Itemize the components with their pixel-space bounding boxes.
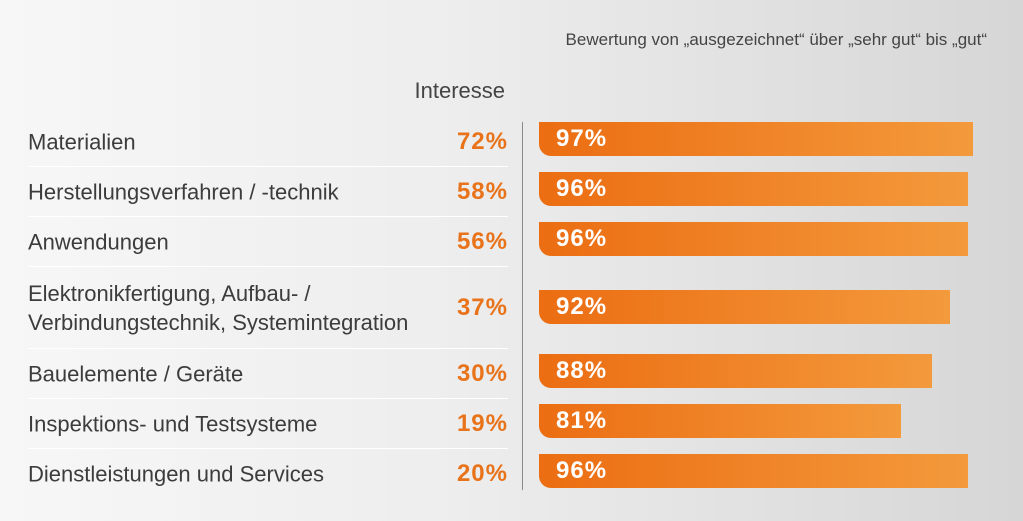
category-label: Materialien: [28, 129, 136, 154]
category-label: Elektronikfertigung, Aufbau- / Verbindun…: [28, 280, 409, 335]
rating-bar: [539, 354, 932, 388]
chart-row: Anwendungen 56%: [28, 217, 508, 266]
column-divider: [522, 122, 523, 490]
interest-value: 20%: [456, 459, 508, 487]
rating-bar-label: 92%: [556, 293, 608, 320]
interest-value: 30%: [456, 359, 508, 387]
chart-row: Herstellungsverfahren / -technik 58%: [28, 167, 508, 216]
rating-bar: [539, 290, 950, 324]
rating-bar-label: 88%: [556, 357, 608, 384]
category-label: Inspektions- und Testsysteme: [28, 411, 318, 436]
category-label: Dienstleistungen und Services: [28, 461, 324, 486]
rating-bar-label: 96%: [556, 457, 608, 484]
row-separator: [28, 398, 508, 399]
interest-column-header: Interesse: [414, 78, 506, 103]
rating-bar-label: 96%: [556, 175, 608, 202]
row-separator: [28, 448, 508, 449]
rating-bar-label: 81%: [556, 407, 608, 434]
chart-row: Inspektions- und Testsysteme 19%: [28, 399, 508, 448]
row-separator: [28, 348, 508, 349]
rating-bar: [539, 454, 968, 488]
category-label: Bauelemente / Geräte: [28, 361, 244, 386]
row-separator: [28, 166, 508, 167]
rating-bar-label: 96%: [556, 225, 608, 252]
interest-value: 19%: [456, 409, 508, 437]
rating-bar: [539, 222, 968, 256]
rating-bar: [539, 122, 973, 156]
chart-row: Materialien 72%: [28, 117, 508, 166]
row-separator: [28, 216, 508, 217]
category-label: Herstellungsverfahren / -technik: [28, 179, 339, 204]
row-separator: [28, 266, 508, 267]
interest-value: 37%: [456, 293, 508, 321]
chart-subtitle: Bewertung von „ausgezeichnet“ über „sehr…: [565, 30, 987, 49]
category-label: Anwendungen: [28, 229, 169, 254]
chart-row: Dienstleistungen und Services 20%: [28, 449, 508, 498]
chart-row: Elektronikfertigung, Aufbau- / Verbindun…: [28, 267, 508, 348]
rating-bar: [539, 172, 968, 206]
interest-value: 72%: [456, 127, 508, 155]
interest-value: 58%: [456, 177, 508, 205]
rating-bar-label: 97%: [556, 125, 608, 152]
rating-bar: [539, 404, 901, 438]
interest-value: 56%: [456, 227, 508, 255]
chart-row: Bauelemente / Geräte 30%: [28, 349, 508, 398]
